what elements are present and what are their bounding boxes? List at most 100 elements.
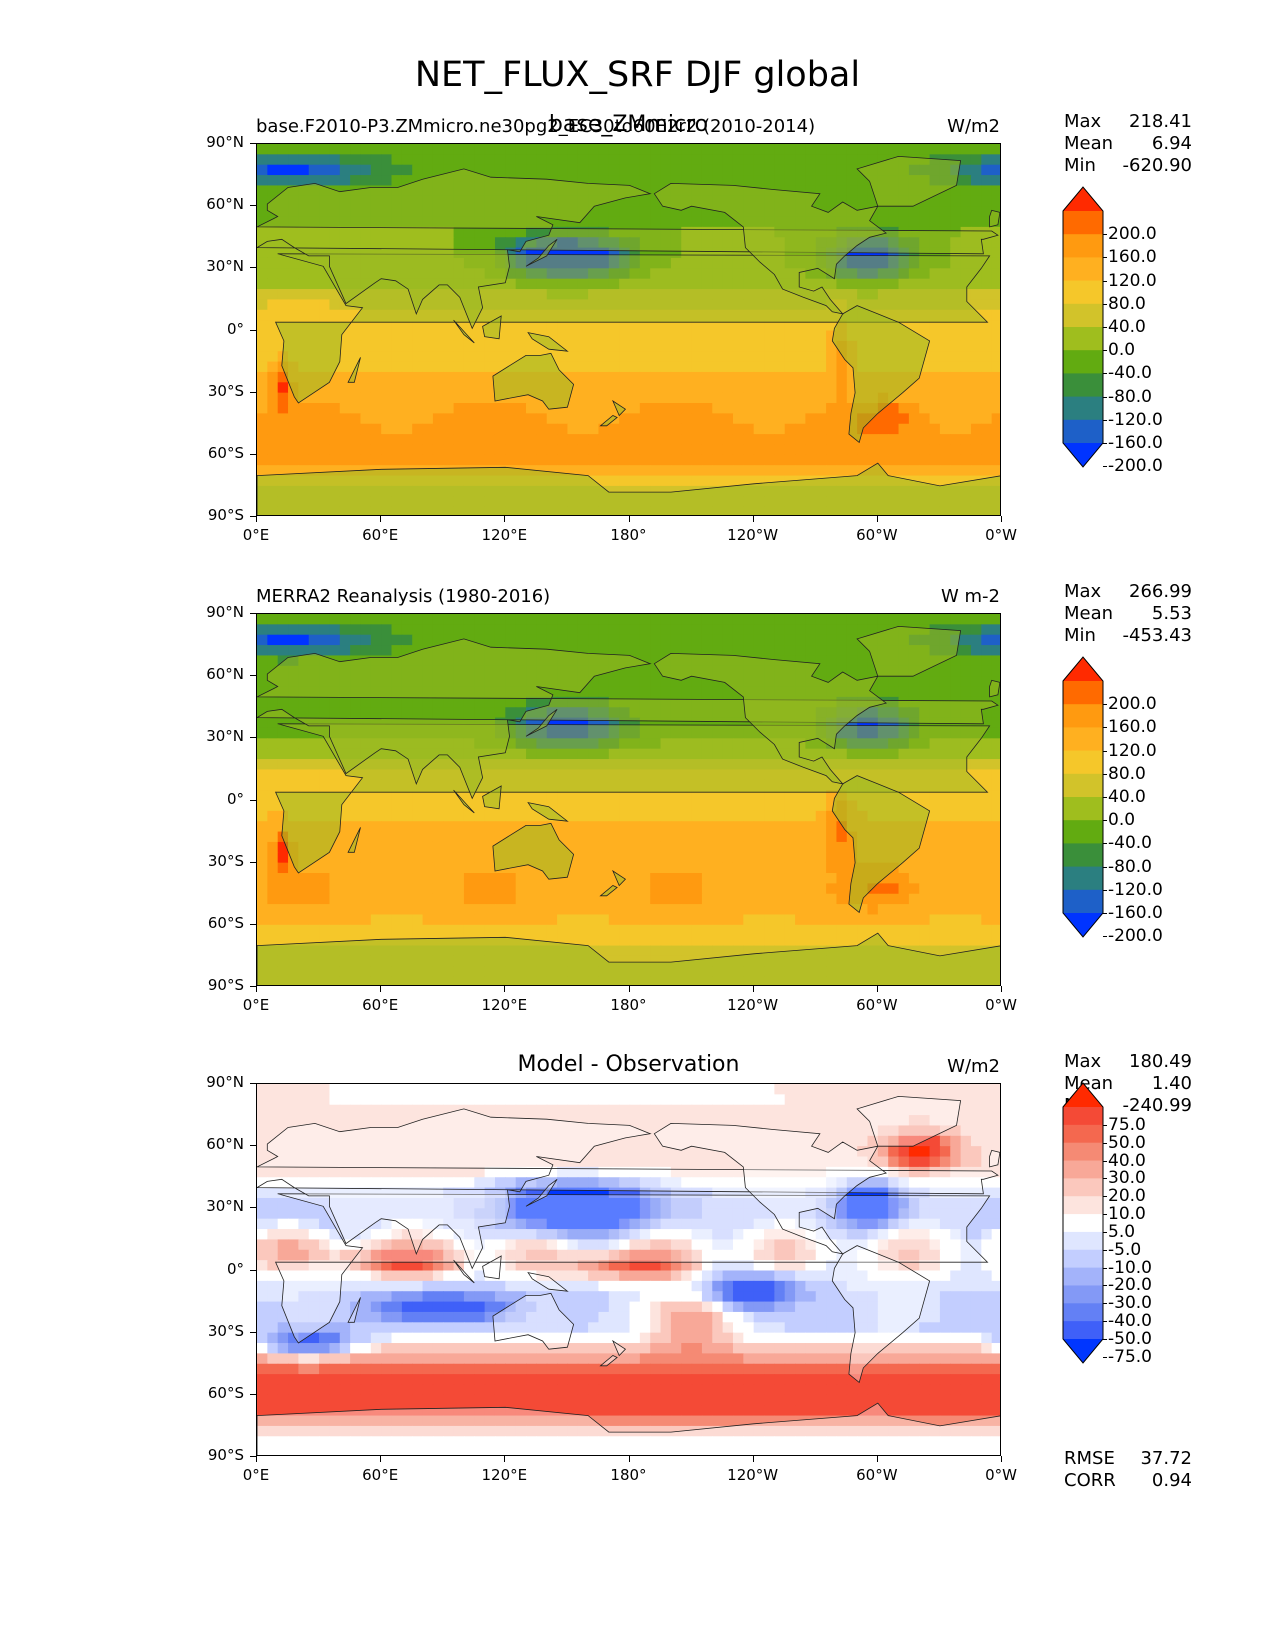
field-cell <box>670 904 682 916</box>
field-cell <box>753 351 765 363</box>
field-cell <box>660 831 672 843</box>
field-cell <box>267 351 279 363</box>
field-cell <box>981 821 993 833</box>
field-cell <box>857 645 869 657</box>
field-cell <box>257 883 268 895</box>
field-cell <box>577 320 589 332</box>
field-cell <box>546 924 558 936</box>
field-cell <box>629 371 641 383</box>
field-cell <box>836 371 848 383</box>
field-cell <box>691 893 703 905</box>
field-cell <box>588 614 600 625</box>
field-cell <box>970 883 982 895</box>
field-cell <box>474 392 486 404</box>
field-cell <box>288 883 299 895</box>
field-cell <box>753 904 765 916</box>
field-cell <box>919 465 931 477</box>
field-cell <box>670 216 682 228</box>
field-cell <box>826 655 838 667</box>
field-cell <box>950 904 962 916</box>
field-cell <box>681 320 693 332</box>
panel-left-title: base.F2010-P3.ZMmicro.ne30pg2_EC30to60E2… <box>256 116 816 137</box>
field-cell <box>515 924 527 936</box>
field-cell <box>712 873 724 884</box>
field-cell <box>546 800 558 812</box>
field-cell <box>588 873 600 884</box>
field-cell <box>908 444 920 456</box>
field-cell <box>670 454 682 466</box>
field-cell <box>908 403 920 414</box>
field-cell <box>753 144 765 155</box>
field-cell <box>443 800 455 812</box>
field-cell <box>308 634 320 646</box>
field-cell <box>764 841 775 853</box>
field-cell <box>505 340 517 352</box>
field-cell <box>329 237 341 249</box>
field-cell <box>846 914 858 926</box>
field-cell <box>939 195 951 207</box>
lon-tick-label: 180° <box>610 526 647 544</box>
field-cell <box>991 195 1000 207</box>
field-cell <box>308 914 320 926</box>
field-cell <box>650 175 662 187</box>
field-cell <box>526 634 537 646</box>
field-cell <box>732 403 744 414</box>
field-cell <box>608 665 620 677</box>
field-cell <box>257 371 268 383</box>
field-cell <box>836 841 848 853</box>
field-cell <box>701 413 713 425</box>
field-cell <box>753 924 765 936</box>
field-cell <box>598 841 610 853</box>
field-cell <box>484 924 496 936</box>
field-cell <box>463 790 475 802</box>
field-cell <box>277 268 289 280</box>
field-cell <box>784 403 796 414</box>
field-cell <box>991 624 1000 636</box>
field-cell <box>422 841 434 853</box>
field-cell <box>691 413 703 425</box>
field-cell <box>288 309 299 321</box>
field-cell <box>474 413 486 425</box>
field-cell <box>805 330 817 342</box>
field-cell <box>650 371 662 383</box>
field-cell <box>453 614 465 625</box>
field-cell <box>515 862 527 874</box>
field-cell <box>970 614 982 625</box>
field-cell <box>319 413 331 425</box>
field-cell <box>350 340 362 352</box>
field-cell <box>764 614 775 625</box>
field-cell <box>826 340 838 352</box>
field-cell <box>815 914 827 926</box>
field-cell <box>257 831 268 843</box>
field-cell <box>764 852 775 864</box>
field-cell <box>360 893 372 905</box>
field-cell <box>370 351 382 363</box>
field-cell <box>826 893 838 905</box>
field-cell <box>950 382 962 394</box>
field-cell <box>329 392 341 404</box>
colorbar-tick <box>1103 466 1107 468</box>
field-cell <box>857 924 869 936</box>
field-cell <box>846 392 858 404</box>
field-cell <box>463 831 475 843</box>
field-cell <box>391 821 403 833</box>
field-cell <box>598 175 610 187</box>
field-cell <box>701 717 713 729</box>
field-cell <box>774 924 786 936</box>
field-cell <box>360 351 372 363</box>
field-cell <box>319 175 331 187</box>
field-cell <box>257 392 268 404</box>
field-cell <box>432 371 444 383</box>
field-cell <box>463 883 475 895</box>
field-cell <box>319 696 331 708</box>
field-cell <box>753 862 765 874</box>
field-cell <box>939 330 951 342</box>
field-cell <box>257 810 268 822</box>
field-cell <box>939 434 951 446</box>
field-cell <box>526 873 537 884</box>
field-cell <box>805 392 817 404</box>
field-cell <box>329 299 341 311</box>
field-cell <box>484 237 496 249</box>
field-cell <box>888 434 900 446</box>
field-cell <box>670 717 682 729</box>
